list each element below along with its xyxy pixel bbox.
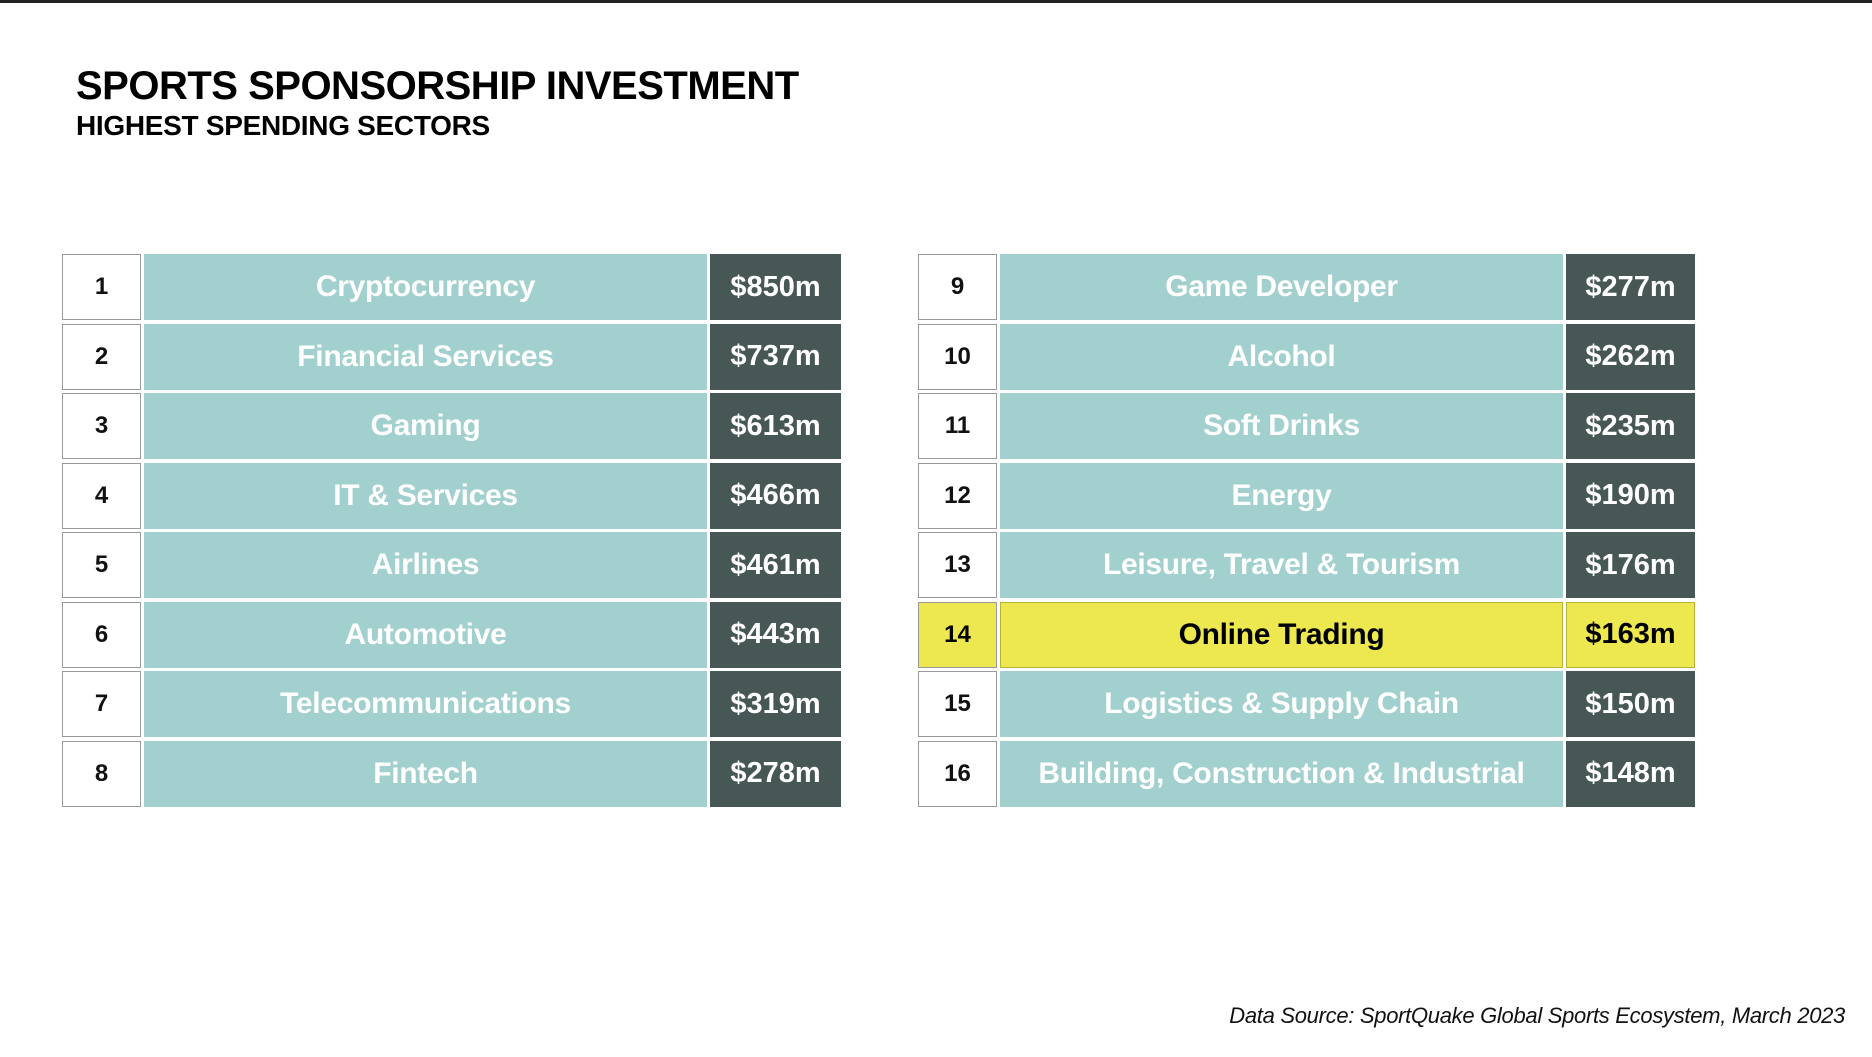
sector-cell: Alcohol bbox=[1000, 323, 1563, 390]
table-row: 14 Online Trading $163m bbox=[918, 601, 1695, 668]
table-row: 11 Soft Drinks $235m bbox=[918, 393, 1695, 459]
table-row: 9 Game Developer $277m bbox=[918, 254, 1695, 320]
sector-cell: Fintech bbox=[144, 740, 707, 807]
sector-cell: Gaming bbox=[144, 393, 707, 459]
rank-cell: 13 bbox=[918, 532, 997, 598]
rank-cell: 9 bbox=[918, 254, 997, 320]
value-cell: $163m bbox=[1566, 601, 1695, 668]
table-row: 12 Energy $190m bbox=[918, 462, 1695, 529]
sector-cell: Building, Construction & Industrial bbox=[1000, 740, 1563, 807]
sector-cell: Automotive bbox=[144, 601, 707, 668]
rank-cell: 4 bbox=[62, 462, 141, 529]
table-row: 5 Airlines $461m bbox=[62, 532, 841, 598]
table-row: 16 Building, Construction & Industrial $14… bbox=[918, 740, 1695, 807]
table-row: 1 Cryptocurrency $850m bbox=[62, 254, 841, 320]
table-row: 15 Logistics & Supply Chain $150m bbox=[918, 671, 1695, 737]
table-row: 13 Leisure, Travel & Tourism $176m bbox=[918, 532, 1695, 598]
sector-cell: Leisure, Travel & Tourism bbox=[1000, 532, 1563, 598]
rank-cell: 10 bbox=[918, 323, 997, 390]
sector-cell: Soft Drinks bbox=[1000, 393, 1563, 459]
value-cell: $262m bbox=[1566, 323, 1695, 390]
value-cell: $235m bbox=[1566, 393, 1695, 459]
value-cell: $443m bbox=[710, 601, 841, 668]
value-cell: $461m bbox=[710, 532, 841, 598]
data-source-note: Data Source: SportQuake Global Sports Ec… bbox=[1229, 1003, 1845, 1028]
table-row: 6 Automotive $443m bbox=[62, 601, 841, 668]
sector-cell: Logistics & Supply Chain bbox=[1000, 671, 1563, 737]
rank-cell: 14 bbox=[918, 601, 997, 668]
sector-cell: Energy bbox=[1000, 462, 1563, 529]
value-cell: $150m bbox=[1566, 671, 1695, 737]
value-cell: $466m bbox=[710, 462, 841, 529]
value-cell: $737m bbox=[710, 323, 841, 390]
value-cell: $277m bbox=[1566, 254, 1695, 320]
rank-cell: 16 bbox=[918, 740, 997, 807]
sector-cell: Cryptocurrency bbox=[144, 254, 707, 320]
sector-cell: Game Developer bbox=[1000, 254, 1563, 320]
table-row: 4 IT & Services $466m bbox=[62, 462, 841, 529]
page-subtitle: HIGHEST SPENDING SECTORS bbox=[76, 110, 490, 141]
sector-cell: IT & Services bbox=[144, 462, 707, 529]
rank-cell: 5 bbox=[62, 532, 141, 598]
table-row: 7 Telecommunications $319m bbox=[62, 671, 841, 737]
rank-cell: 15 bbox=[918, 671, 997, 737]
table-row: 2 Financial Services $737m bbox=[62, 323, 841, 390]
table-row: 3 Gaming $613m bbox=[62, 393, 841, 459]
value-cell: $190m bbox=[1566, 462, 1695, 529]
rank-cell: 11 bbox=[918, 393, 997, 459]
page-title: SPORTS SPONSORSHIP INVESTMENT bbox=[76, 64, 799, 108]
rank-cell: 3 bbox=[62, 393, 141, 459]
rank-cell: 7 bbox=[62, 671, 141, 737]
value-cell: $850m bbox=[710, 254, 841, 320]
value-cell: $319m bbox=[710, 671, 841, 737]
value-cell: $148m bbox=[1566, 740, 1695, 807]
rank-cell: 8 bbox=[62, 740, 141, 807]
rank-cell: 6 bbox=[62, 601, 141, 668]
rank-cell: 12 bbox=[918, 462, 997, 529]
rank-cell: 2 bbox=[62, 323, 141, 390]
table-row: 10 Alcohol $262m bbox=[918, 323, 1695, 390]
table-row: 8 Fintech $278m bbox=[62, 740, 841, 807]
top-border bbox=[0, 0, 1872, 3]
sector-cell: Financial Services bbox=[144, 323, 707, 390]
value-cell: $278m bbox=[710, 740, 841, 807]
value-cell: $613m bbox=[710, 393, 841, 459]
sector-cell: Online Trading bbox=[1000, 601, 1563, 668]
value-cell: $176m bbox=[1566, 532, 1695, 598]
rank-cell: 1 bbox=[62, 254, 141, 320]
sector-cell: Airlines bbox=[144, 532, 707, 598]
sector-cell: Telecommunications bbox=[144, 671, 707, 737]
